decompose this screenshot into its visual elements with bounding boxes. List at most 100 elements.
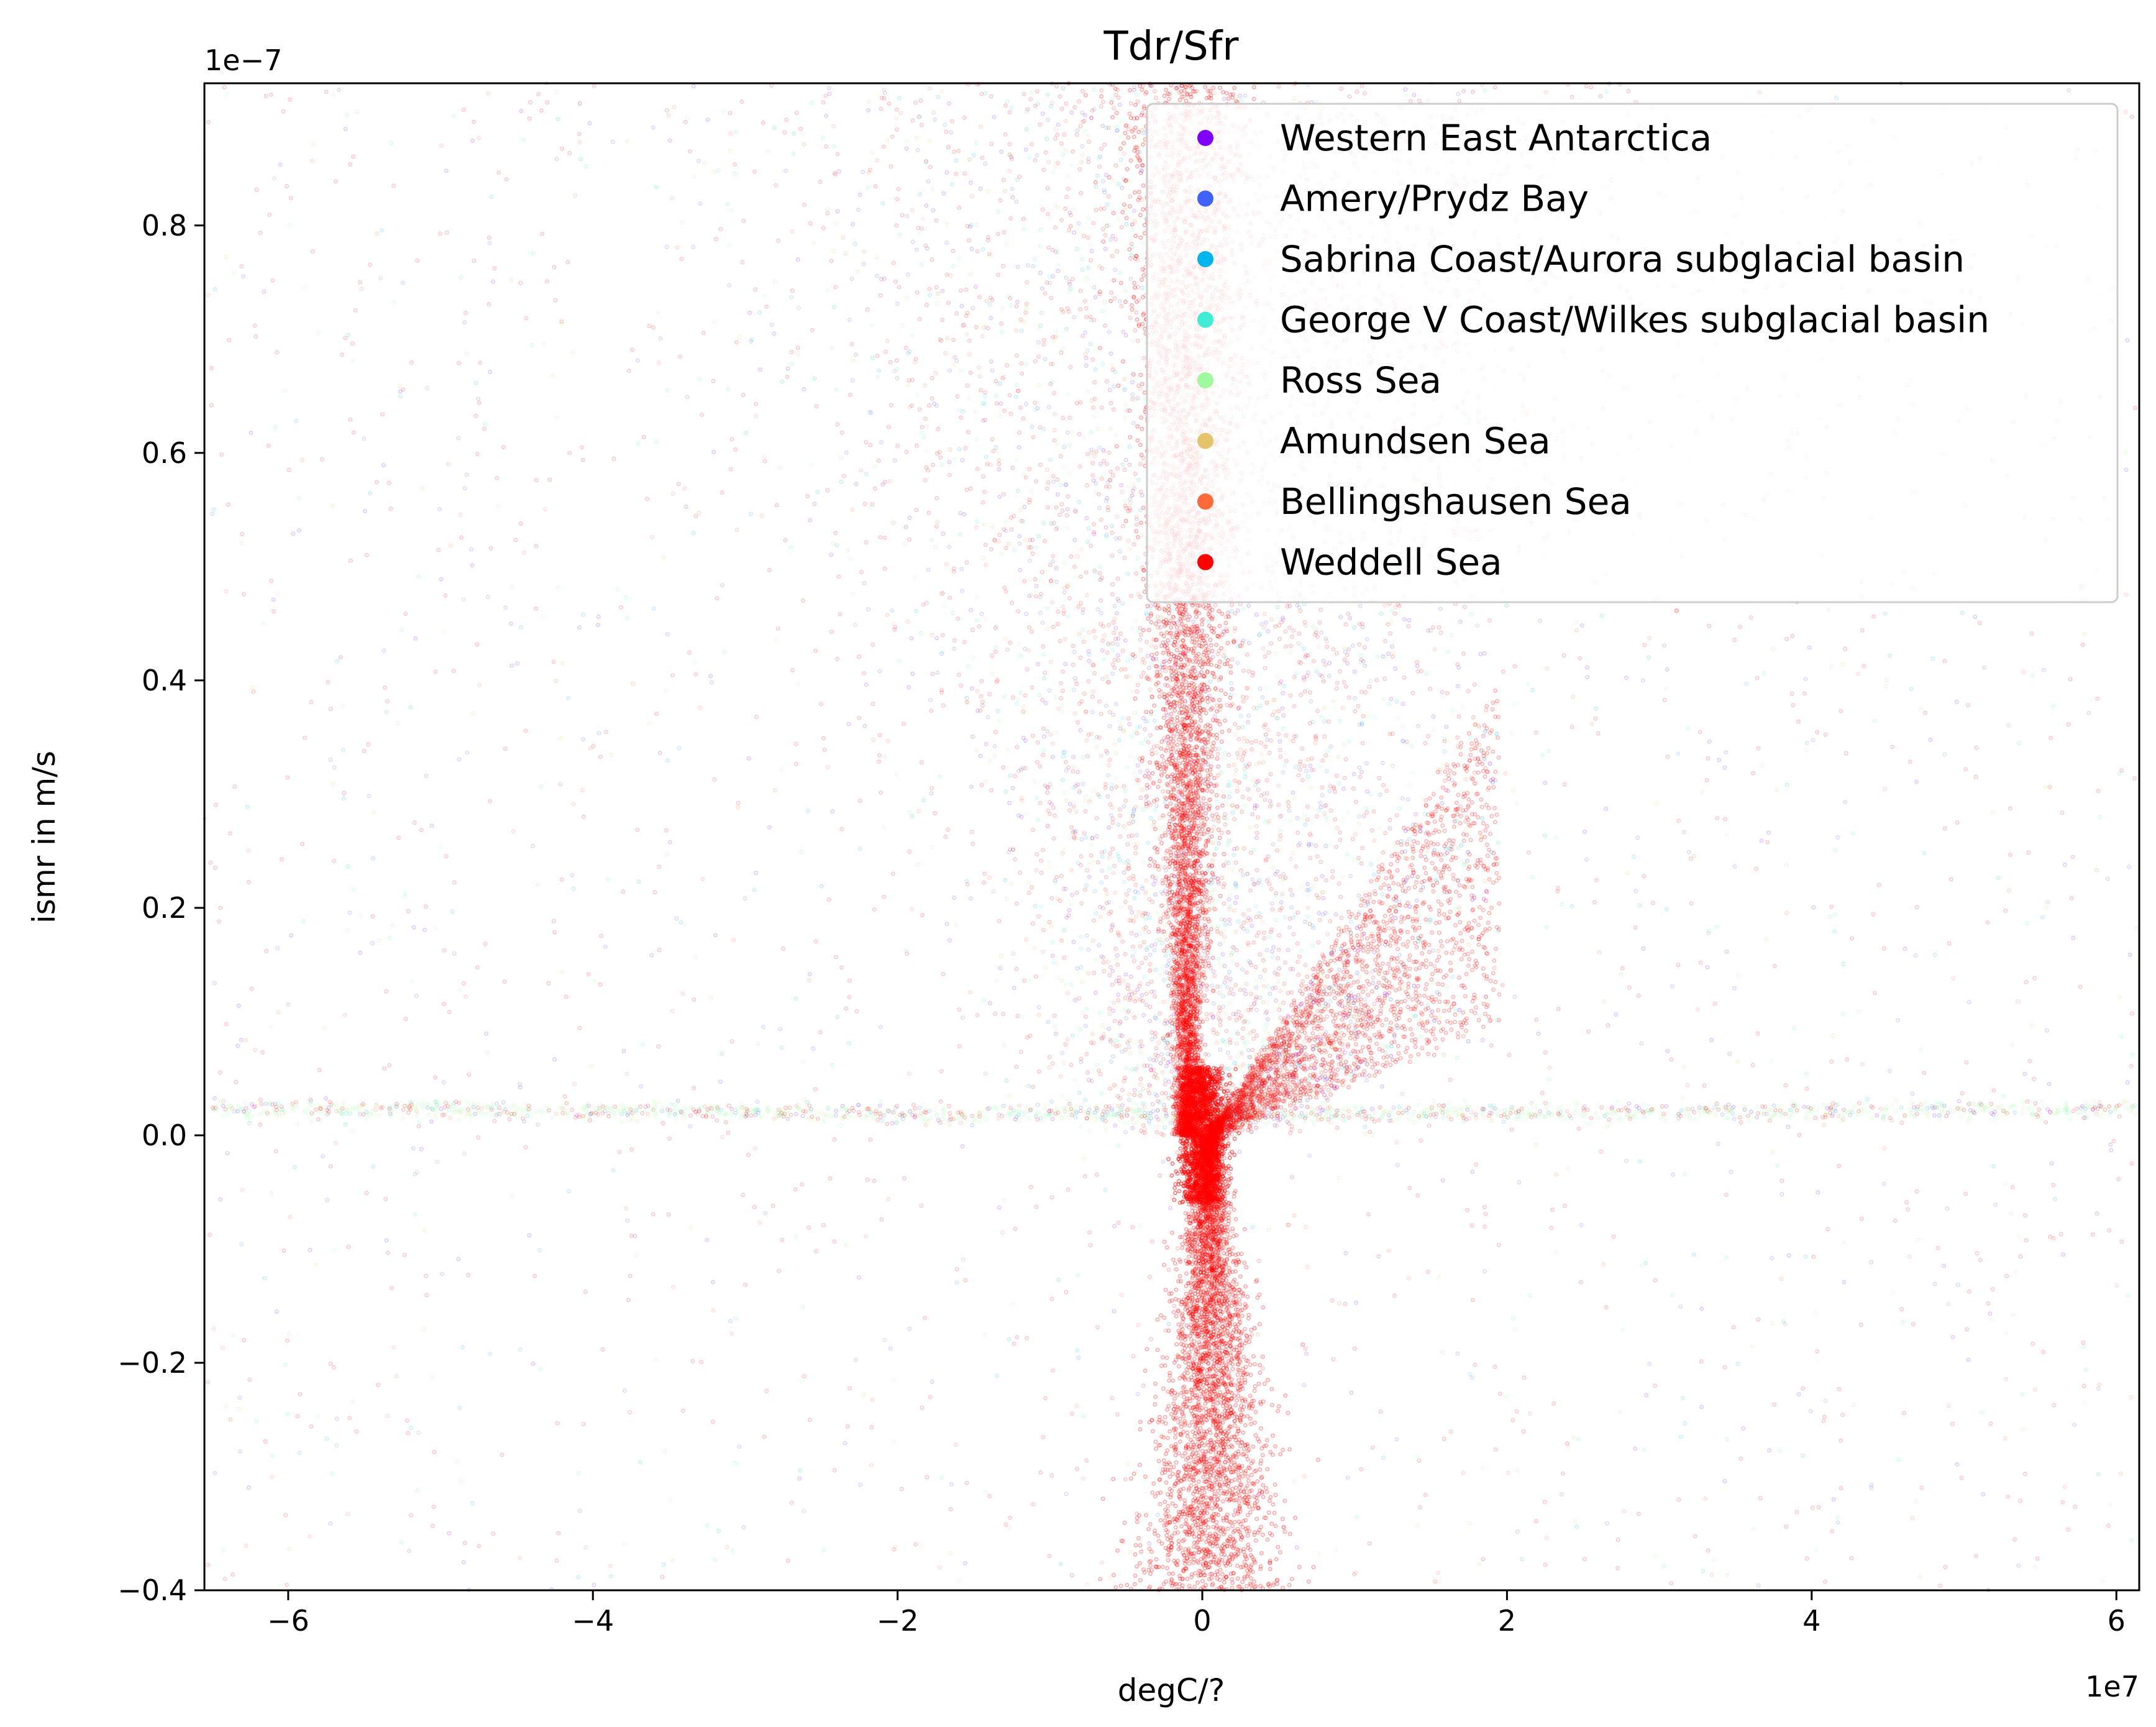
scatter-point bbox=[276, 593, 279, 596]
scatter-point bbox=[2134, 1113, 2137, 1116]
scatter-point bbox=[2083, 1401, 2086, 1404]
scatter-point bbox=[693, 955, 697, 958]
scatter-point bbox=[1072, 316, 1076, 319]
scatter-point bbox=[1039, 612, 1042, 615]
scatter-point bbox=[1647, 656, 1650, 659]
scatter-point bbox=[959, 511, 962, 515]
scatter-point bbox=[1109, 1112, 1112, 1115]
scatter-point bbox=[666, 759, 669, 762]
scatter-point bbox=[1996, 1113, 1999, 1116]
scatter-point bbox=[1255, 1009, 1258, 1012]
scatter-point bbox=[250, 1102, 254, 1106]
scatter-point bbox=[794, 997, 797, 1000]
scatter-point bbox=[1531, 876, 1534, 879]
scatter-point bbox=[1125, 334, 1128, 337]
scatter-point bbox=[1161, 941, 1164, 945]
scatter-point bbox=[717, 168, 720, 172]
scatter-point bbox=[1156, 911, 1159, 914]
scatter-point bbox=[1290, 893, 1294, 896]
scatter-point bbox=[1341, 875, 1344, 878]
scatter-point bbox=[1266, 630, 1269, 633]
scatter-point bbox=[928, 293, 931, 296]
scatter-point bbox=[434, 927, 437, 930]
scatter-point bbox=[824, 114, 828, 117]
scatter-point bbox=[1665, 1105, 1668, 1108]
scatter-point bbox=[1832, 1498, 1835, 1501]
scatter-point bbox=[413, 926, 416, 929]
scatter-point bbox=[1302, 1383, 1305, 1386]
scatter-point bbox=[1131, 955, 1135, 958]
scatter-point bbox=[470, 547, 473, 551]
scatter-point bbox=[1894, 1110, 1898, 1113]
scatter-point bbox=[1617, 1115, 1620, 1119]
scatter-point bbox=[931, 846, 934, 849]
scatter-point bbox=[1109, 238, 1112, 241]
scatter-point bbox=[1671, 1173, 1674, 1176]
scatter-point bbox=[1359, 605, 1362, 608]
scatter-point bbox=[1057, 123, 1060, 126]
scatter-point bbox=[754, 871, 757, 874]
scatter-point bbox=[1254, 986, 1258, 989]
scatter-point bbox=[692, 531, 695, 534]
scatter-point bbox=[1133, 771, 1136, 774]
scatter-point bbox=[1128, 1069, 1131, 1072]
scatter-point bbox=[1318, 764, 1322, 767]
scatter-point bbox=[1829, 665, 1832, 668]
scatter-point bbox=[1148, 1122, 1151, 1125]
scatter-point bbox=[1111, 234, 1114, 237]
scatter-point bbox=[669, 1498, 672, 1501]
scatter-point bbox=[1620, 973, 1623, 976]
scatter-point bbox=[808, 973, 811, 976]
scatter-point bbox=[2062, 1253, 2065, 1256]
scatter-point bbox=[458, 1406, 461, 1409]
scatter-point bbox=[1062, 561, 1066, 564]
scatter-point bbox=[942, 192, 945, 195]
scatter-point bbox=[1148, 1019, 1151, 1022]
scatter-point bbox=[414, 637, 417, 640]
scatter-point bbox=[1543, 834, 1546, 837]
scatter-point bbox=[802, 388, 805, 391]
scatter-point bbox=[857, 1104, 861, 1107]
scatter-point bbox=[1223, 751, 1226, 754]
scatter-point bbox=[942, 1113, 945, 1116]
scatter-point bbox=[463, 1107, 466, 1111]
scatter-point bbox=[994, 446, 997, 449]
scatter-point bbox=[519, 1348, 522, 1351]
scatter-point bbox=[1829, 915, 1832, 918]
scatter-point bbox=[1165, 1112, 1168, 1115]
scatter-point bbox=[961, 410, 964, 413]
scatter-point bbox=[1164, 1079, 1167, 1082]
scatter-point bbox=[611, 140, 614, 144]
scatter-point bbox=[1391, 889, 1394, 892]
scatter-point bbox=[1321, 874, 1324, 877]
scatter-point bbox=[1461, 705, 1464, 708]
scatter-point bbox=[326, 1437, 329, 1440]
scatter-point bbox=[495, 1102, 498, 1105]
scatter-point bbox=[850, 277, 853, 280]
scatter-point bbox=[2004, 1182, 2007, 1185]
scatter-point bbox=[1780, 1193, 1783, 1196]
scatter-point bbox=[1134, 619, 1137, 622]
scatter-point bbox=[1115, 126, 1118, 129]
scatter-point bbox=[1216, 840, 1219, 843]
scatter-point bbox=[1645, 1394, 1648, 1397]
scatter-point bbox=[240, 541, 244, 544]
scatter-point bbox=[1589, 1122, 1592, 1125]
scatter-point bbox=[1992, 1165, 1995, 1168]
scatter-point bbox=[960, 305, 963, 308]
scatter-point bbox=[255, 1420, 258, 1423]
scatter-point bbox=[1441, 1179, 1445, 1182]
scatter-point bbox=[1842, 1281, 1845, 1284]
scatter-point bbox=[1671, 985, 1674, 988]
scatter-point bbox=[1554, 835, 1557, 838]
scatter-point bbox=[1771, 648, 1775, 651]
scatter-point bbox=[1938, 1119, 1941, 1122]
scatter-point bbox=[1078, 1091, 1081, 1094]
scatter-point bbox=[684, 1108, 687, 1111]
scatter-point bbox=[1594, 1112, 1597, 1115]
scatter-point bbox=[331, 504, 334, 507]
scatter-point bbox=[1643, 1115, 1646, 1119]
scatter-point bbox=[1852, 1403, 1855, 1406]
scatter-point bbox=[915, 248, 918, 251]
scatter-point bbox=[1806, 741, 1809, 744]
